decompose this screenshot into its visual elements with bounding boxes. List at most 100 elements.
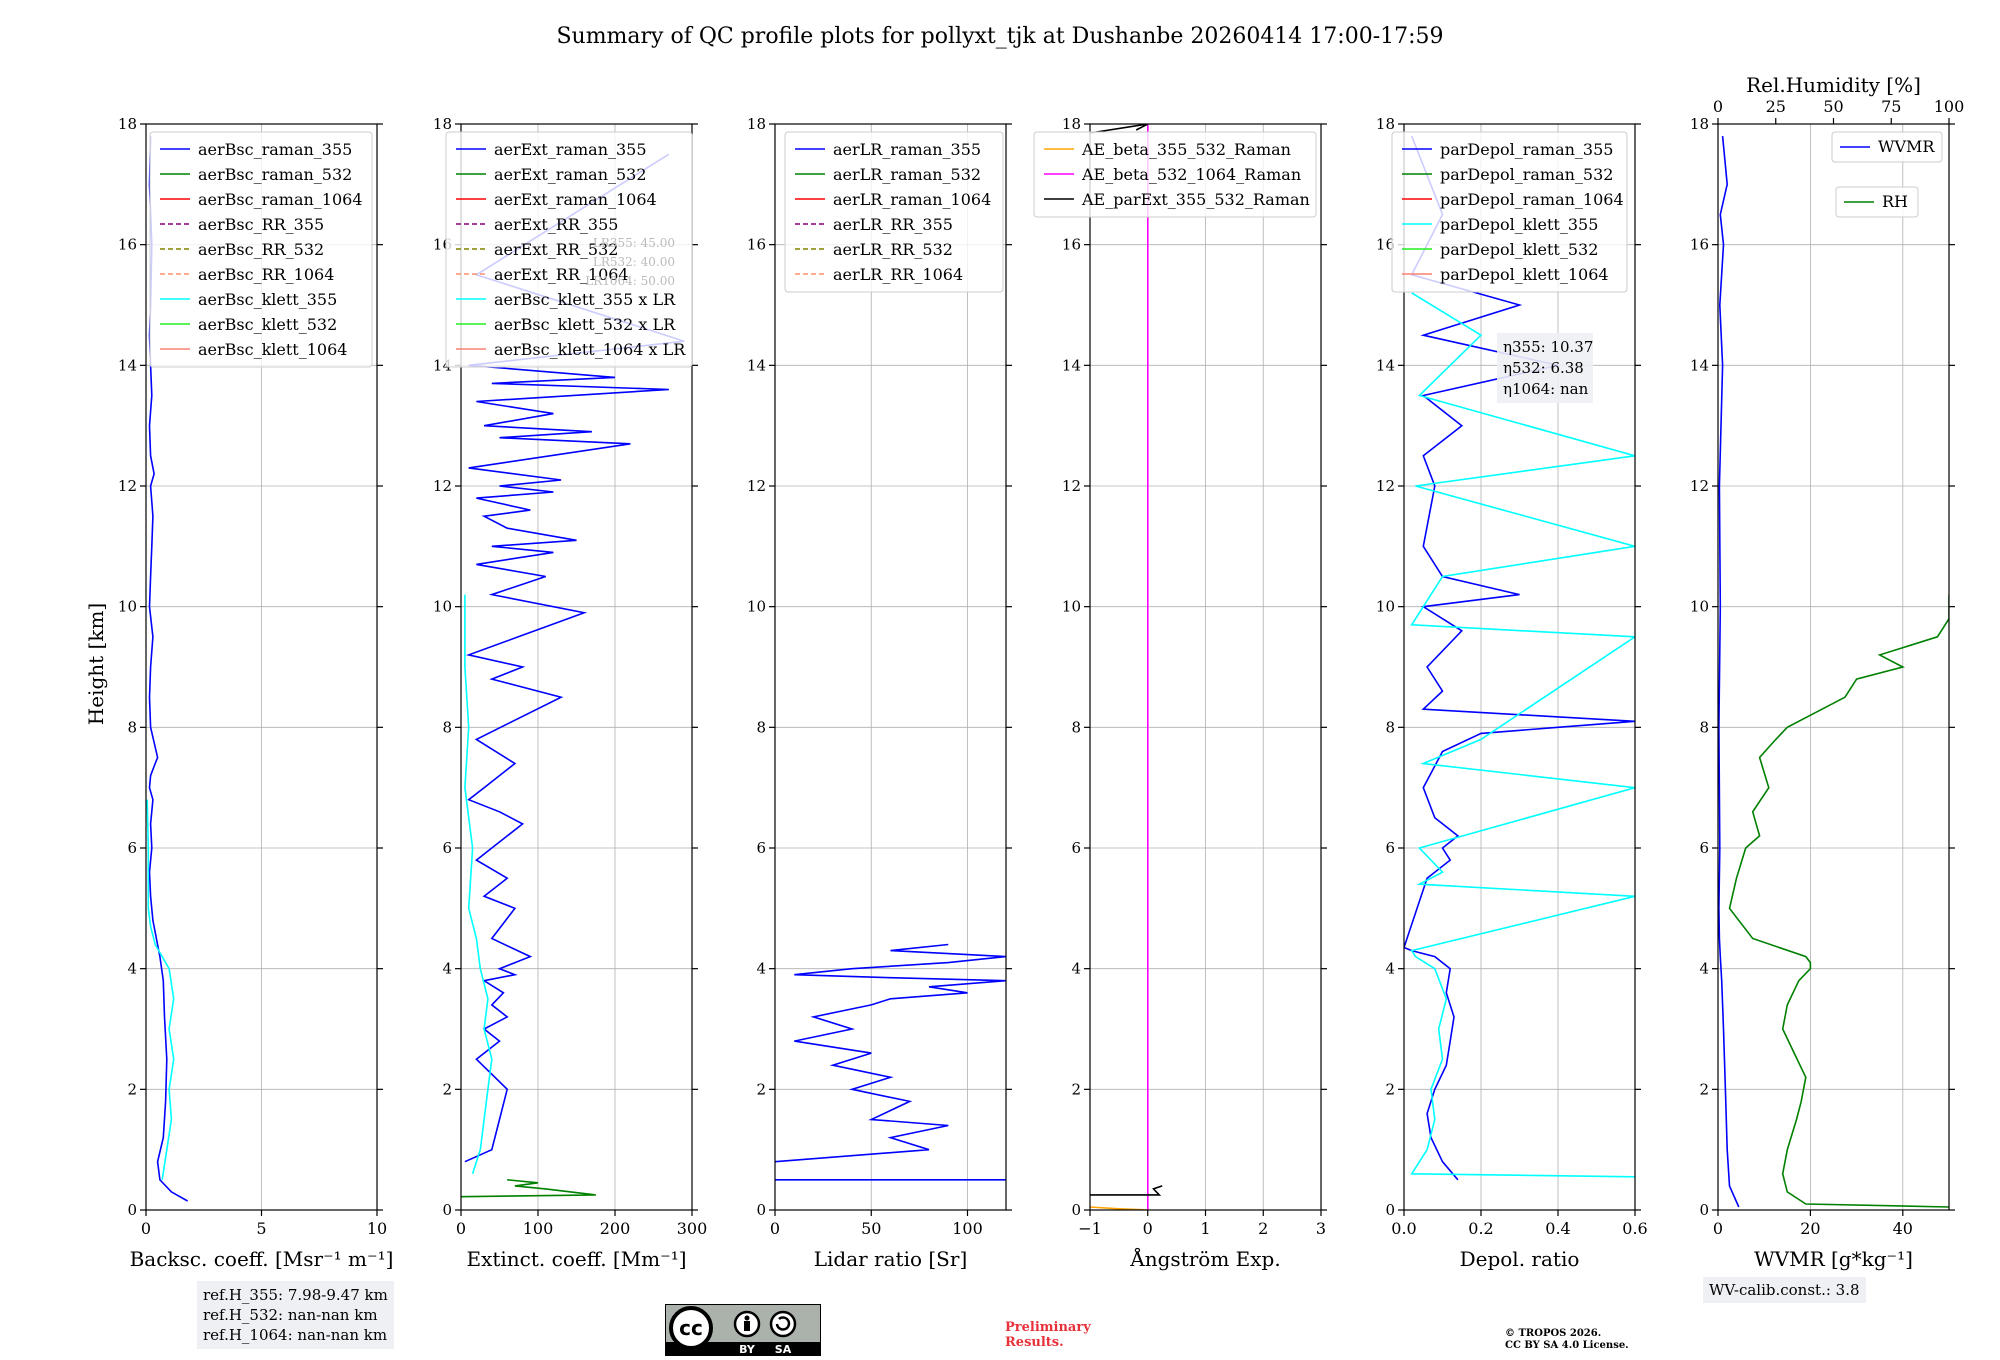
y-tick-label: 16 [1376, 236, 1395, 254]
legend-label: aerLR_raman_532 [833, 165, 981, 184]
y-tick-label: 12 [1690, 477, 1709, 495]
y-tick-label: 18 [1690, 115, 1709, 133]
x-axis-label: Ångström Exp. [1129, 1246, 1280, 1271]
axes-frame [1403, 123, 1636, 1211]
x-tick-label: 10 [367, 1219, 387, 1238]
x-axis-label: WVMR [g*kg⁻¹] [1754, 1247, 1913, 1271]
legend-label: aerBsc_RR_355 [198, 215, 324, 234]
x-tick-label: 2 [1258, 1219, 1268, 1238]
y-tick-label: 0 [127, 1201, 137, 1219]
legend-label: AE_parExt_355_532_Raman [1081, 190, 1310, 209]
y-tick-label: 10 [747, 598, 766, 616]
preliminary-line-1: Preliminary [1005, 1320, 1091, 1335]
x-tick-label: 40 [1893, 1219, 1913, 1238]
legend-label: aerExt_raman_532 [494, 165, 647, 184]
x-axis-label: Lidar ratio [Sr] [814, 1247, 968, 1271]
top-x-axis-label: Rel.Humidity [%] [1746, 73, 1921, 97]
legend-label: RH [1882, 192, 1908, 211]
legend-label: aerLR_raman_1064 [833, 190, 991, 209]
legend-label: aerBsc_klett_532 [198, 315, 337, 334]
legend-label: aerBsc_klett_1064 x LR [494, 340, 686, 359]
y-axis-label: Height [km] [84, 603, 108, 725]
y-tick-label: 2 [1699, 1080, 1709, 1098]
y-tick-label: 0 [442, 1201, 452, 1219]
legend-label: parDepol_klett_355 [1440, 215, 1598, 234]
x-axis-label: Extinct. coeff. [Mm⁻¹] [466, 1247, 686, 1271]
series-aerbsc-klett-355 [146, 799, 175, 1180]
series-aerlr-raman-355 [775, 943, 1006, 1163]
legend-label: aerBsc_klett_1064 [198, 340, 347, 359]
sa-icon [769, 1310, 797, 1338]
y-tick-label: 4 [442, 960, 452, 978]
y-tick-label: 6 [442, 839, 452, 857]
x-tick-label: 0.6 [1622, 1219, 1647, 1238]
y-tick-label: 2 [127, 1080, 137, 1098]
top-x-tick-label: 50 [1823, 97, 1843, 116]
x-tick-label: 0.2 [1468, 1219, 1493, 1238]
cc-by-sa-badge: cc BY SA [665, 1304, 821, 1356]
copyright-line-1: © TROPOS 2026. [1505, 1328, 1602, 1339]
legend-label: aerBsc_raman_1064 [198, 190, 363, 209]
y-tick-label: 4 [127, 960, 137, 978]
y-tick-label: 4 [1071, 960, 1081, 978]
y-tick-label: 16 [1690, 236, 1709, 254]
x-tick-label: 5 [256, 1219, 266, 1238]
axes-frame [460, 123, 693, 1211]
series-ae-parext-355-532-raman [1090, 124, 1149, 134]
y-tick-label: 8 [127, 718, 137, 736]
legend-label: parDepol_raman_355 [1440, 140, 1613, 159]
legend-label: aerLR_RR_1064 [833, 265, 963, 284]
legend-label: aerExt_RR_532 [494, 240, 618, 259]
y-tick-label: 6 [1699, 839, 1709, 857]
y-tick-label: 8 [1699, 718, 1709, 736]
legend-label: parDepol_klett_532 [1440, 240, 1598, 259]
wv-calibration-box: WV-calib.const.: 3.8 [1703, 1277, 1866, 1303]
legend-label: AE_beta_532_1064_Raman [1081, 165, 1301, 184]
lidar-ratio-annotation: LR355: 45.00 [593, 236, 675, 250]
axes-frame [1717, 123, 1950, 1211]
y-tick-label: 0 [1385, 1201, 1395, 1219]
legend-label: aerBsc_raman_532 [198, 165, 352, 184]
panel-bsc: 0 5 10 0 2 4 6 8 10 12 14 16 18 Backsc. coeff. [Msr⁻¹… [118, 115, 393, 1271]
copyright-line-2: CC BY SA 4.0 License. [1505, 1340, 1629, 1351]
x-tick-label: 100 [523, 1219, 554, 1238]
y-tick-label: 2 [1071, 1080, 1081, 1098]
legend-label: aerBsc_raman_355 [198, 140, 352, 159]
series-aerext-raman-532 [461, 1179, 596, 1198]
y-tick-label: 0 [756, 1201, 766, 1219]
eta-annotation: η1064: nan [1503, 380, 1589, 398]
y-tick-label: 8 [1071, 718, 1081, 736]
legend-label: aerExt_RR_1064 [494, 265, 629, 284]
x-tick-label: 0.0 [1391, 1219, 1416, 1238]
series-rh [1728, 594, 1949, 1208]
sa-text: SA [775, 1343, 792, 1356]
legend-label: aerBsc_klett_532 x LR [494, 315, 676, 334]
legend-label: parDepol_raman_532 [1440, 165, 1613, 184]
legend-label: aerLR_raman_355 [833, 140, 981, 159]
y-tick-label: 6 [127, 839, 137, 857]
y-tick-label: 8 [756, 718, 766, 736]
figure-title: Summary of QC profile plots for pollyxt_… [556, 24, 1443, 49]
y-tick-label: 6 [756, 839, 766, 857]
y-tick-label: 2 [1385, 1080, 1395, 1098]
x-tick-label: 200 [600, 1219, 631, 1238]
eta-annotation: η532: 6.38 [1503, 359, 1584, 377]
legend-label: aerExt_raman_355 [494, 140, 647, 159]
y-tick-label: 14 [747, 356, 766, 374]
y-tick-label: 12 [433, 477, 452, 495]
x-tick-label: 50 [861, 1219, 881, 1238]
x-tick-label: 0 [1143, 1219, 1153, 1238]
x-tick-label: 0 [141, 1219, 151, 1238]
preliminary-note: Preliminary Results. [1005, 1320, 1091, 1350]
y-tick-label: 2 [442, 1080, 452, 1098]
y-tick-label: 18 [1376, 115, 1395, 133]
y-tick-label: 10 [1062, 598, 1081, 616]
series-aerext-raman-355 [464, 153, 685, 1163]
cc-text: cc [679, 1316, 703, 1340]
x-tick-label: 3 [1316, 1219, 1326, 1238]
x-tick-label: 0 [1713, 1219, 1723, 1238]
x-axis-label: Backsc. coeff. [Msr⁻¹ m⁻¹] [130, 1247, 394, 1271]
y-tick-label: 18 [118, 115, 137, 133]
